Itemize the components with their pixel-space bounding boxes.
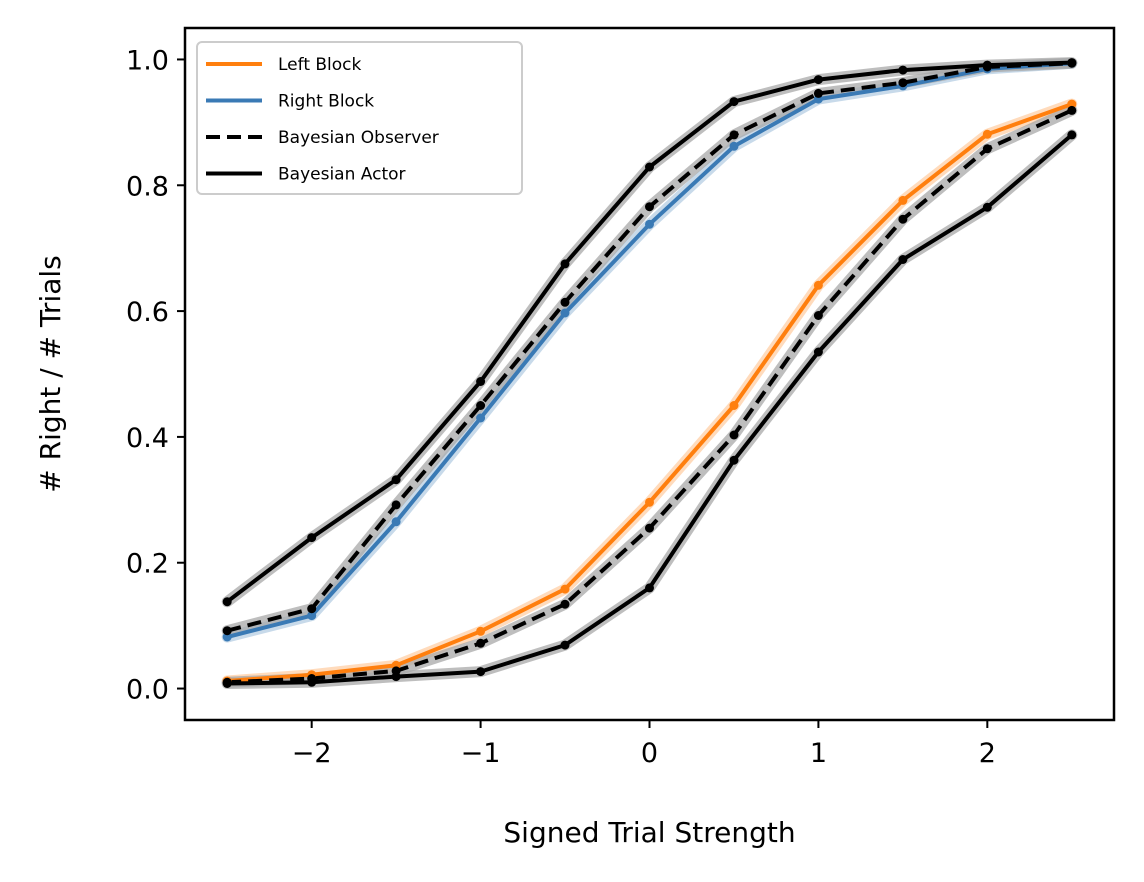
left-block-bayesian-actor-point: [982, 202, 992, 212]
right-block-bayesian-observer-point: [476, 401, 486, 410]
left-block-data-point: [898, 195, 908, 205]
axes: −2 −1 0 1 2 0.0 0.2 0.4 0.6 0.8 1.0: [126, 26, 1116, 769]
legend-label-bayesian-actor: Bayesian Actor: [278, 165, 406, 185]
left-block-bayesian-observer-point: [560, 599, 570, 609]
right-block-bayesian-actor-point: [645, 162, 654, 172]
left-block-data-point: [476, 626, 486, 636]
left-block-bayesian-actor-point: [476, 667, 486, 677]
left-block-bayesian-observer-point: [982, 144, 992, 154]
series-points: [222, 58, 1077, 688]
left-block-bayesian-observer-band: [221, 104, 1078, 688]
legend-box: [196, 41, 523, 195]
right-block-bayesian-observer-point: [222, 626, 232, 636]
left-block-data-point: [729, 401, 739, 410]
right-block-bayesian-observer-point: [898, 78, 908, 88]
left-block-bayesian-actor-point: [222, 679, 232, 688]
right-block-bayesian-actor-point: [898, 65, 908, 75]
y-tick-label: 0.0: [126, 675, 169, 706]
right-block-bayesian-actor-point: [391, 475, 401, 485]
right-block-bayesian-actor-point: [307, 533, 317, 543]
right-block-bayesian-observer-point: [307, 604, 317, 614]
legend-label-bayesian-observer: Bayesian Observer: [278, 128, 439, 148]
left-block-bayesian-actor-point: [898, 255, 908, 264]
right-block-bayesian-observer-point: [391, 500, 401, 510]
y-tick-label: 0.2: [126, 549, 169, 580]
left-block-data-point: [1067, 99, 1077, 109]
left-block-bayesian-observer-point: [729, 430, 739, 440]
right-block-bayesian-actor-point: [729, 97, 739, 107]
legend-label-right-block: Right Block: [278, 92, 374, 112]
right-block-data-point: [560, 308, 570, 318]
left-block-bayesian-observer-point: [813, 311, 823, 320]
x-tick-label: 0: [641, 738, 658, 769]
x-tick-label: −1: [461, 738, 501, 769]
left-block-bayesian-actor-point: [307, 677, 317, 687]
right-block-data-point: [391, 517, 401, 527]
y-axis-label: # Right / # Trials: [34, 255, 67, 493]
right-block-data-point: [476, 413, 486, 423]
right-block-bayesian-actor-point: [1067, 58, 1077, 68]
right-block-bayesian-actor-point: [813, 75, 823, 85]
y-tick-label: 0.8: [126, 171, 169, 202]
left-block-bayesian-actor-point: [391, 672, 401, 682]
legend-label-left-block: Left Block: [278, 55, 362, 75]
right-block-bayesian-observer-point: [560, 297, 570, 307]
left-block-bayesian-observer-line: [227, 108, 1073, 685]
left-block-bayesian-observer-point: [645, 523, 654, 533]
right-block-bayesian-actor-point: [560, 259, 570, 269]
left-block-data-point: [560, 584, 570, 594]
left-block-bayesian-actor-point: [813, 347, 823, 357]
right-block-bayesian-actor-point: [476, 377, 486, 386]
right-block-data-point: [222, 632, 232, 642]
right-block-bayesian-observer-point: [729, 130, 739, 140]
right-block-bayesian-observer-point: [645, 202, 654, 212]
left-block-bayesian-actor-point: [1067, 130, 1077, 140]
left-block-bayesian-actor-point: [560, 640, 570, 650]
right-block-bayesian-observer-point: [813, 88, 823, 98]
right-block-data-point: [729, 141, 739, 151]
y-tick-label: 0.6: [126, 297, 169, 328]
y-tick-label: 0.4: [126, 423, 169, 454]
legend: Left Block Right Block Bayesian Observer Ba…: [196, 41, 523, 195]
x-tick-label: 1: [810, 738, 827, 769]
x-tick-label: 2: [979, 738, 996, 769]
right-block-bayesian-actor-point: [222, 597, 232, 607]
x-tick-label: −2: [292, 738, 332, 769]
right-block-data-point: [645, 219, 654, 229]
left-block-bayesian-actor-point: [729, 455, 739, 465]
left-block-data-point: [645, 497, 654, 507]
left-block-bayesian-observer-point: [1067, 105, 1077, 115]
left-block-data-point: [813, 280, 823, 290]
x-axis-label: Signed Trial Strength: [503, 816, 795, 849]
left-block-data-point: [982, 129, 992, 139]
right-block-bayesian-actor-point: [982, 60, 992, 70]
right-block-data-point: [307, 611, 317, 621]
left-block-bayesian-actor-point: [645, 583, 654, 593]
left-block-bayesian-observer-point: [476, 638, 486, 648]
left-block-bayesian-observer-point: [898, 214, 908, 224]
y-tick-label: 1.0: [126, 45, 169, 76]
